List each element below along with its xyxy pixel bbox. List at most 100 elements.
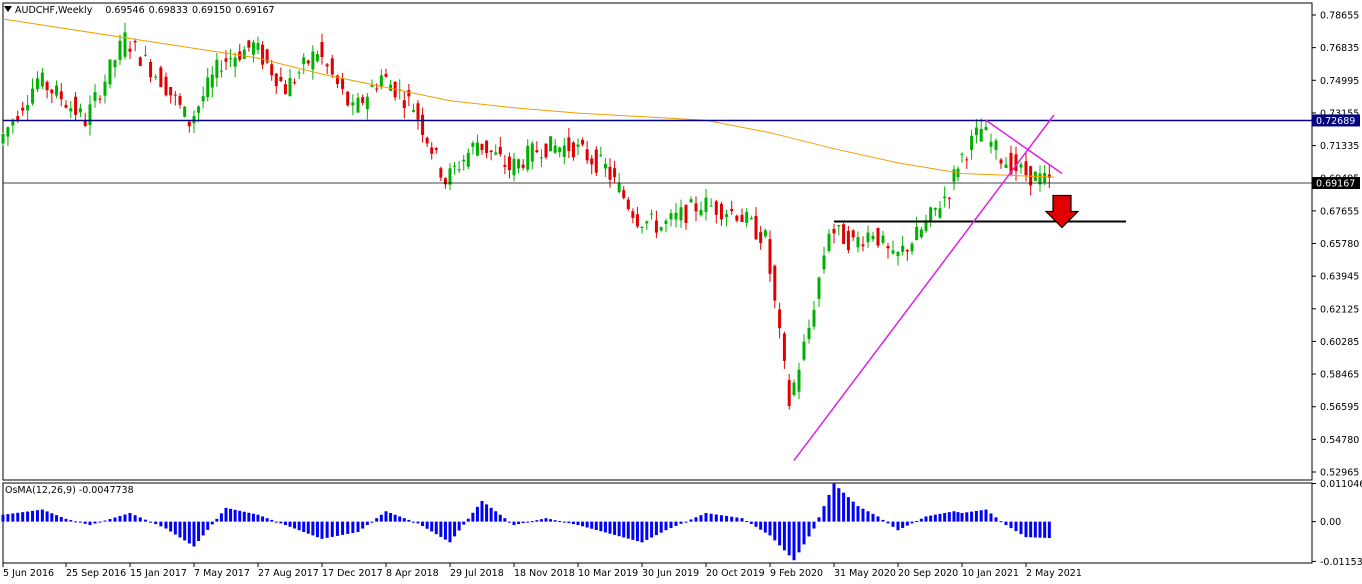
osma-bar: [325, 521, 329, 538]
osma-bar: [434, 521, 438, 535]
candle-body: [498, 146, 502, 155]
osma-bar: [83, 521, 87, 524]
candle-body: [645, 221, 649, 224]
osma-bar: [480, 500, 484, 522]
candle-body: [261, 44, 265, 65]
osma-bar: [407, 519, 411, 522]
osma-bar: [133, 515, 137, 522]
candle-body: [361, 97, 365, 103]
candle-body: [979, 128, 983, 142]
candle-body: [462, 159, 466, 162]
candle-body: [812, 309, 816, 327]
osma-bar: [26, 511, 30, 522]
osma-bar: [1, 514, 5, 522]
osma-bar: [389, 513, 393, 522]
osma-bar: [306, 521, 310, 534]
candle-body: [98, 98, 102, 100]
osma-bar: [876, 516, 880, 522]
osma-bar: [346, 521, 350, 534]
time-axis-label: 15 Jan 2017: [130, 568, 187, 579]
osma-bar: [730, 516, 734, 522]
candle-body: [725, 214, 729, 217]
osma-bar: [154, 521, 158, 525]
candle-body: [330, 58, 334, 75]
osma-bar: [330, 521, 334, 537]
osma-bar: [817, 517, 821, 522]
candle-body: [16, 116, 20, 121]
osma-bar: [457, 521, 461, 531]
candle-body: [425, 137, 429, 144]
candle-body: [402, 100, 406, 109]
osma-bar: [567, 521, 571, 524]
osma-bar: [558, 521, 562, 523]
time-axis-label: 2 May 2021: [1026, 568, 1082, 579]
price-axis-label: 0.58465: [1320, 370, 1359, 381]
candle-body: [375, 88, 379, 90]
osma-bar: [256, 514, 260, 522]
osma-bar: [1019, 521, 1023, 535]
candle-body: [315, 54, 319, 62]
candle-body: [346, 91, 350, 106]
candle-body: [274, 73, 278, 87]
ascending-trendline[interactable]: [793, 114, 1055, 461]
osma-bar: [503, 518, 507, 522]
osma-bar: [674, 521, 678, 526]
osma-bar: [521, 521, 525, 524]
candle-body: [1014, 154, 1018, 172]
candle-body: [530, 143, 534, 162]
candle-body: [407, 89, 411, 97]
osma-bar: [622, 521, 626, 538]
candle-body: [229, 58, 233, 60]
candle-body: [778, 309, 782, 329]
osma-bar: [74, 521, 78, 523]
candle-body: [876, 227, 880, 246]
candle-body: [896, 251, 900, 257]
osma-bar: [553, 520, 557, 522]
osma-bar: [812, 521, 816, 529]
osma-bar: [861, 508, 865, 522]
candle-body: [704, 197, 708, 212]
time-axis-label: 27 Aug 2017: [258, 568, 319, 579]
candle-body: [919, 229, 923, 238]
candle-body: [749, 217, 753, 219]
candle-body: [689, 199, 693, 203]
osma-bar: [219, 513, 223, 522]
candle-body: [370, 85, 374, 87]
candle-body: [571, 142, 575, 158]
osma-bar: [512, 521, 516, 526]
osma-bar: [827, 494, 831, 522]
candle-body: [507, 156, 511, 171]
resistance-price-tag-label: 0.72689: [1316, 116, 1355, 127]
candle-body: [215, 59, 219, 78]
osma-bar: [375, 518, 379, 522]
osma-bar: [448, 521, 452, 543]
candle-body: [952, 169, 956, 182]
candle-body: [544, 143, 548, 158]
candle-body: [782, 333, 786, 361]
osma-bar: [311, 521, 315, 536]
osma-bar: [293, 521, 297, 529]
osma-bar: [797, 521, 801, 553]
osma-bar: [631, 521, 635, 540]
bearish-arrow-icon: [1044, 194, 1080, 229]
time-axis-label: 25 Sep 2016: [66, 568, 126, 579]
osma-bar: [173, 521, 177, 535]
osma-bar: [1047, 521, 1051, 538]
candle-body: [356, 97, 360, 113]
osma-bar: [669, 521, 673, 529]
candle-body: [521, 164, 525, 168]
osma-bar: [251, 513, 255, 522]
candle-body: [929, 207, 933, 221]
osma-axis-label: 0.00: [1320, 517, 1341, 528]
price-axis-label: 0.54780: [1320, 435, 1359, 446]
osma-bar: [494, 511, 498, 522]
collapse-triangle-icon[interactable]: [4, 6, 12, 12]
candle-body: [210, 74, 214, 88]
osma-bar: [787, 521, 791, 556]
osma-bar: [425, 521, 429, 529]
candle-body: [792, 382, 796, 395]
osma-bar: [229, 508, 233, 522]
descending-trendline[interactable]: [985, 119, 1063, 175]
candle-body: [50, 89, 54, 94]
